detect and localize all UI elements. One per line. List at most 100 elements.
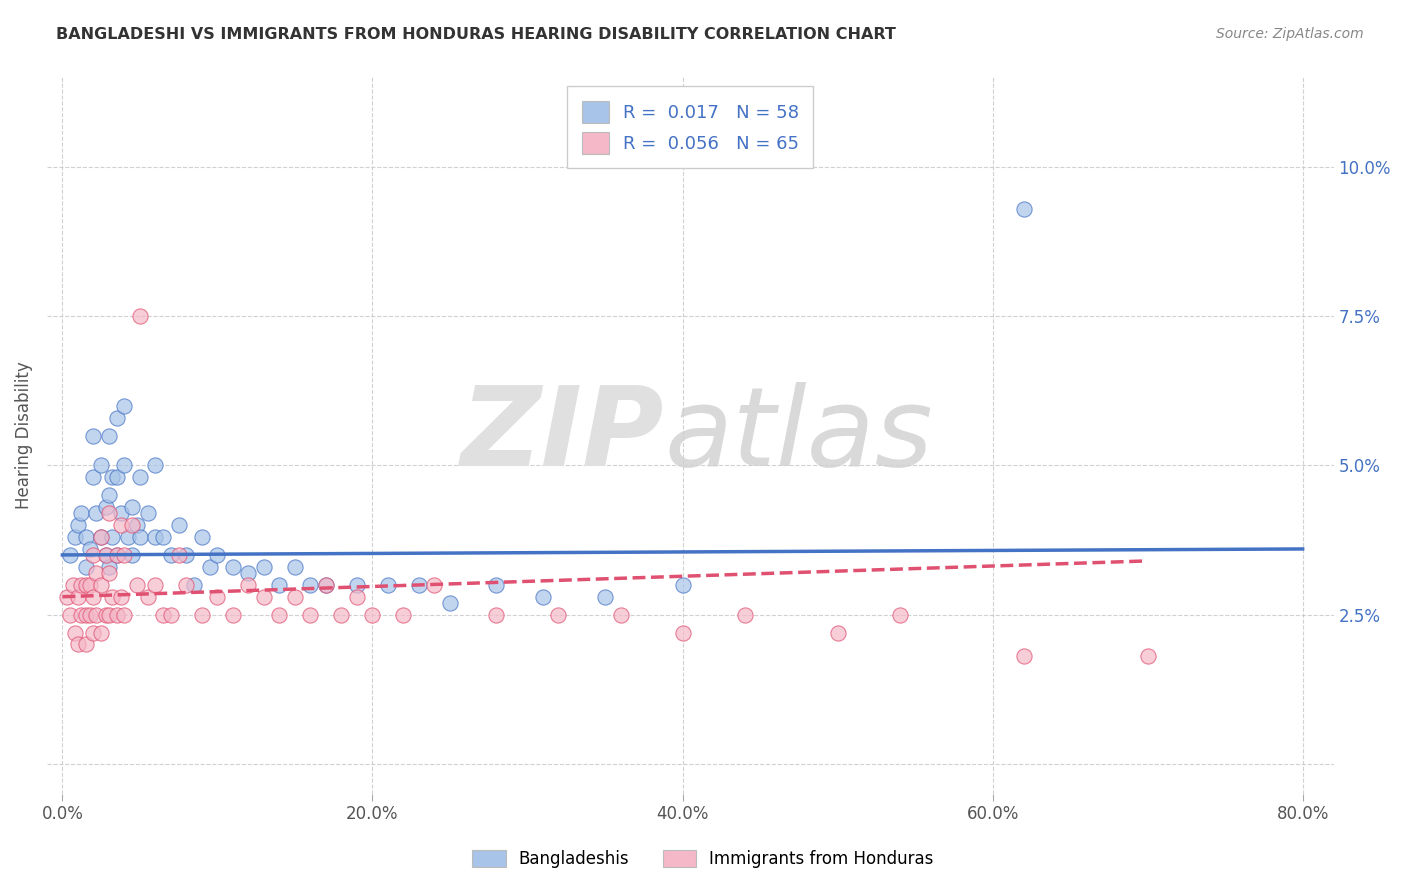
- Point: [671, 625, 693, 640]
- Point: [94, 548, 117, 562]
- Point: [112, 607, 135, 622]
- Point: [361, 607, 384, 622]
- Point: [191, 607, 214, 622]
- Y-axis label: Hearing Disability: Hearing Disability: [15, 361, 32, 509]
- Point: [63, 530, 86, 544]
- Point: [101, 590, 124, 604]
- Point: [485, 607, 508, 622]
- Point: [82, 590, 104, 604]
- Point: [671, 578, 693, 592]
- Point: [145, 578, 167, 592]
- Point: [94, 548, 117, 562]
- Point: [609, 607, 631, 622]
- Point: [330, 607, 353, 622]
- Point: [129, 530, 152, 544]
- Point: [110, 590, 132, 604]
- Point: [97, 488, 120, 502]
- Point: [66, 518, 89, 533]
- Point: [90, 458, 112, 473]
- Point: [90, 530, 112, 544]
- Point: [1136, 649, 1159, 664]
- Point: [75, 530, 97, 544]
- Point: [86, 607, 108, 622]
- Point: [284, 560, 307, 574]
- Point: [408, 578, 430, 592]
- Point: [191, 530, 214, 544]
- Point: [152, 607, 174, 622]
- Point: [75, 607, 97, 622]
- Point: [222, 560, 245, 574]
- Point: [183, 578, 205, 592]
- Text: BANGLADESHI VS IMMIGRANTS FROM HONDURAS HEARING DISABILITY CORRELATION CHART: BANGLADESHI VS IMMIGRANTS FROM HONDURAS …: [56, 27, 896, 42]
- Point: [101, 470, 124, 484]
- Point: [110, 506, 132, 520]
- Legend: Bangladeshis, Immigrants from Honduras: Bangladeshis, Immigrants from Honduras: [465, 843, 941, 875]
- Point: [70, 607, 93, 622]
- Point: [547, 607, 569, 622]
- Point: [62, 578, 84, 592]
- Point: [299, 578, 322, 592]
- Point: [315, 578, 337, 592]
- Point: [439, 596, 461, 610]
- Point: [82, 470, 104, 484]
- Point: [136, 506, 159, 520]
- Point: [827, 625, 849, 640]
- Point: [207, 590, 229, 604]
- Point: [75, 637, 97, 651]
- Point: [315, 578, 337, 592]
- Point: [105, 548, 128, 562]
- Point: [734, 607, 756, 622]
- Text: ZIP: ZIP: [461, 382, 665, 489]
- Point: [82, 548, 104, 562]
- Point: [75, 578, 97, 592]
- Point: [97, 506, 120, 520]
- Point: [94, 500, 117, 515]
- Point: [97, 560, 120, 574]
- Point: [1012, 649, 1035, 664]
- Point: [59, 607, 82, 622]
- Point: [238, 566, 260, 580]
- Point: [392, 607, 415, 622]
- Point: [284, 590, 307, 604]
- Point: [253, 560, 276, 574]
- Point: [121, 500, 143, 515]
- Point: [86, 566, 108, 580]
- Point: [121, 548, 143, 562]
- Point: [889, 607, 911, 622]
- Point: [1012, 202, 1035, 216]
- Point: [112, 548, 135, 562]
- Text: atlas: atlas: [665, 382, 934, 489]
- Point: [94, 607, 117, 622]
- Point: [176, 548, 198, 562]
- Point: [105, 410, 128, 425]
- Point: [90, 530, 112, 544]
- Point: [136, 590, 159, 604]
- Point: [117, 530, 139, 544]
- Point: [66, 637, 89, 651]
- Point: [269, 578, 291, 592]
- Point: [152, 530, 174, 544]
- Point: [238, 578, 260, 592]
- Point: [97, 607, 120, 622]
- Point: [112, 458, 135, 473]
- Point: [346, 590, 368, 604]
- Point: [125, 518, 148, 533]
- Point: [66, 590, 89, 604]
- Point: [167, 518, 190, 533]
- Legend: R =  0.017   N = 58, R =  0.056   N = 65: R = 0.017 N = 58, R = 0.056 N = 65: [567, 87, 814, 169]
- Point: [198, 560, 221, 574]
- Point: [207, 548, 229, 562]
- Point: [86, 506, 108, 520]
- Point: [79, 541, 101, 556]
- Point: [70, 506, 93, 520]
- Point: [167, 548, 190, 562]
- Point: [145, 530, 167, 544]
- Point: [346, 578, 368, 592]
- Point: [105, 470, 128, 484]
- Point: [79, 578, 101, 592]
- Point: [377, 578, 399, 592]
- Point: [145, 458, 167, 473]
- Point: [59, 548, 82, 562]
- Point: [531, 590, 554, 604]
- Point: [70, 578, 93, 592]
